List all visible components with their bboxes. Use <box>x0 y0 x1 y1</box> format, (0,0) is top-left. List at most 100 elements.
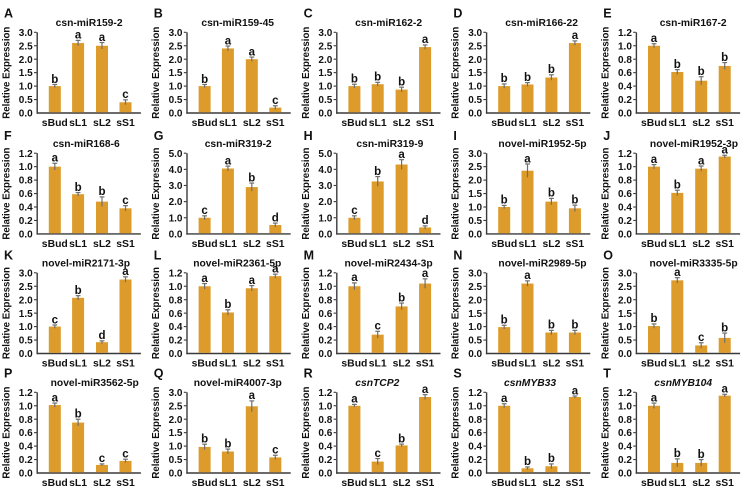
svg-text:2.5: 2.5 <box>169 41 183 52</box>
svg-text:Q: Q <box>154 366 164 380</box>
svg-text:N: N <box>453 249 462 263</box>
svg-text:c: c <box>374 448 381 460</box>
svg-text:sBud: sBud <box>641 478 667 489</box>
svg-text:sL1: sL1 <box>219 478 237 489</box>
svg-text:csnMYB33: csnMYB33 <box>504 378 556 389</box>
svg-text:2.0: 2.0 <box>318 197 332 208</box>
svg-text:sL2: sL2 <box>393 118 411 129</box>
svg-text:csn-miR166-22: csn-miR166-22 <box>505 18 578 29</box>
svg-text:csn-miR167-2: csn-miR167-2 <box>660 18 727 29</box>
svg-text:0.8: 0.8 <box>618 415 632 426</box>
svg-text:5.0: 5.0 <box>169 149 183 160</box>
svg-text:sL1: sL1 <box>668 359 686 370</box>
svg-text:1.5: 1.5 <box>468 189 482 200</box>
svg-text:b: b <box>98 186 105 198</box>
svg-text:sL1: sL1 <box>369 118 387 129</box>
svg-text:0.2: 0.2 <box>468 455 482 466</box>
svg-text:1.0: 1.0 <box>169 442 183 453</box>
svg-text:c: c <box>52 314 59 326</box>
svg-text:1.0: 1.0 <box>19 162 33 173</box>
svg-text:2.5: 2.5 <box>468 162 482 173</box>
svg-text:2.0: 2.0 <box>169 415 183 426</box>
svg-text:3.0: 3.0 <box>468 28 482 39</box>
svg-text:2.0: 2.0 <box>468 295 482 306</box>
svg-text:1.2: 1.2 <box>318 268 332 279</box>
svg-text:sS1: sS1 <box>266 118 285 129</box>
svg-text:sL1: sL1 <box>668 239 686 250</box>
svg-text:a: a <box>398 149 405 161</box>
svg-text:a: a <box>52 153 59 165</box>
svg-text:sS1: sS1 <box>715 359 734 370</box>
svg-text:sL1: sL1 <box>519 118 537 129</box>
svg-text:a: a <box>351 394 358 406</box>
svg-text:a: a <box>524 270 531 282</box>
svg-text:D: D <box>453 6 462 20</box>
svg-text:0.6: 0.6 <box>318 309 332 320</box>
svg-text:a: a <box>272 263 279 275</box>
svg-text:F: F <box>4 129 12 143</box>
svg-text:sBud: sBud <box>341 239 367 250</box>
svg-text:sL2: sL2 <box>243 359 261 370</box>
svg-text:a: a <box>422 384 429 396</box>
svg-text:b: b <box>674 59 681 71</box>
svg-text:d: d <box>272 212 279 224</box>
svg-text:0.0: 0.0 <box>169 349 183 360</box>
svg-text:b: b <box>501 315 508 327</box>
svg-text:a: a <box>249 46 256 58</box>
svg-text:b: b <box>75 285 82 297</box>
svg-text:sL2: sL2 <box>542 239 560 250</box>
svg-text:c: c <box>351 205 358 217</box>
svg-text:Relative Expression: Relative Expression <box>151 147 162 239</box>
svg-text:sL2: sL2 <box>93 359 111 370</box>
svg-text:a: a <box>422 34 429 46</box>
svg-text:1.2: 1.2 <box>618 149 632 160</box>
svg-text:a: a <box>122 266 129 278</box>
svg-text:0.6: 0.6 <box>618 428 632 439</box>
svg-text:sS1: sS1 <box>416 239 435 250</box>
svg-text:sS1: sS1 <box>416 478 435 489</box>
svg-text:Relative Expression: Relative Expression <box>151 386 162 478</box>
svg-text:sBud: sBud <box>42 239 68 250</box>
svg-text:a: a <box>52 392 59 404</box>
svg-text:0.0: 0.0 <box>618 230 632 241</box>
svg-text:sL1: sL1 <box>69 239 87 250</box>
svg-text:sBud: sBud <box>641 359 667 370</box>
svg-text:sL1: sL1 <box>668 118 686 129</box>
svg-text:sL2: sL2 <box>393 239 411 250</box>
svg-text:b: b <box>698 66 705 78</box>
svg-text:1.2: 1.2 <box>468 388 482 399</box>
svg-text:sL1: sL1 <box>519 359 537 370</box>
svg-text:0.5: 0.5 <box>169 95 183 106</box>
svg-text:Relative Expression: Relative Expression <box>301 386 312 478</box>
svg-text:sL1: sL1 <box>219 118 237 129</box>
svg-text:3.0: 3.0 <box>169 388 183 399</box>
svg-text:0.5: 0.5 <box>468 216 482 227</box>
svg-text:2.0: 2.0 <box>318 55 332 66</box>
svg-text:2.0: 2.0 <box>169 197 183 208</box>
svg-text:E: E <box>603 6 611 20</box>
svg-text:T: T <box>603 366 611 380</box>
svg-text:a: a <box>225 155 232 167</box>
svg-text:sBud: sBud <box>491 239 517 250</box>
svg-text:c: c <box>201 205 208 217</box>
svg-text:1.0: 1.0 <box>318 282 332 293</box>
svg-text:0.0: 0.0 <box>618 469 632 480</box>
svg-text:sS1: sS1 <box>266 478 285 489</box>
svg-text:0.0: 0.0 <box>318 349 332 360</box>
svg-text:sL1: sL1 <box>69 118 87 129</box>
svg-text:0.5: 0.5 <box>318 95 332 106</box>
svg-text:sL2: sL2 <box>542 478 560 489</box>
svg-text:1.0: 1.0 <box>468 203 482 214</box>
svg-text:C: C <box>304 6 313 20</box>
svg-text:0.2: 0.2 <box>19 455 33 466</box>
svg-text:1.2: 1.2 <box>19 149 33 160</box>
svg-text:1.0: 1.0 <box>19 401 33 412</box>
svg-text:0.5: 0.5 <box>618 336 632 347</box>
svg-text:0.6: 0.6 <box>19 428 33 439</box>
svg-text:a: a <box>422 268 429 280</box>
svg-text:2.0: 2.0 <box>19 295 33 306</box>
svg-text:b: b <box>674 180 681 192</box>
svg-text:0.4: 0.4 <box>468 442 482 453</box>
svg-text:3.0: 3.0 <box>19 28 33 39</box>
svg-text:0.5: 0.5 <box>169 455 183 466</box>
